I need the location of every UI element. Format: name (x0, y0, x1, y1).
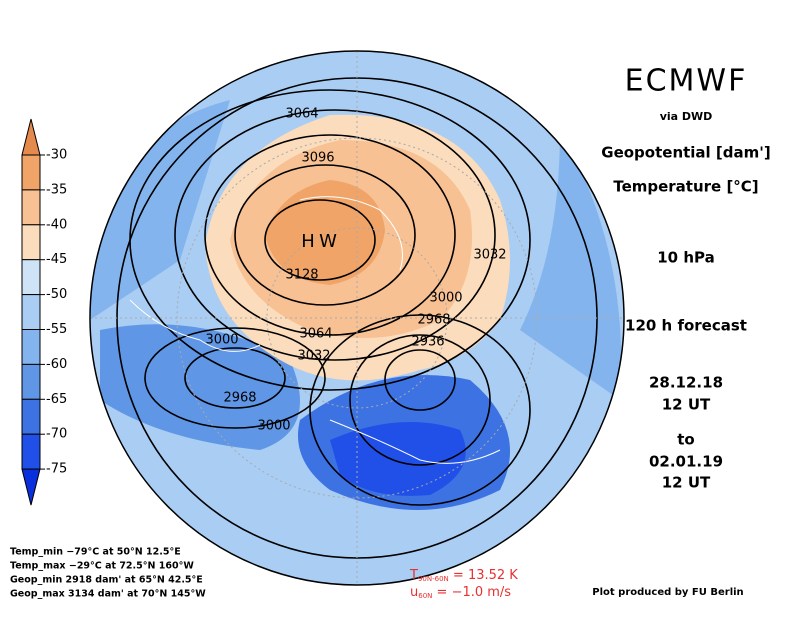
contour-label: 3000 (257, 419, 290, 434)
colorbar-bin (21, 329, 41, 365)
time: 12 UT (662, 396, 711, 414)
colorbar-label: -35 (46, 182, 67, 197)
colorbar-bin (21, 294, 41, 331)
colorbar-cap (21, 118, 41, 156)
colorbar-bin (21, 224, 41, 261)
stat-line: Temp_min −79°C at 50°N 12.5°E (10, 547, 181, 558)
time: 12 UT (662, 474, 711, 492)
temp-field (90, 100, 230, 320)
subscript: 60N (418, 592, 432, 600)
colorbar-label: -65 (46, 392, 67, 407)
source: via DWD (660, 110, 713, 123)
coastlines (129, 196, 501, 464)
index-line: u60N = −1.0 m/s (410, 585, 511, 601)
stat-line: Temp_max −29°C at 72.5°N 160°W (10, 561, 194, 572)
globe-outline (89, 50, 625, 586)
index-value: = 13.52 K (449, 568, 519, 583)
symbol: T (409, 568, 418, 583)
colorbar-label: -30 (46, 148, 67, 163)
to: to (677, 431, 694, 449)
contour-label: 3096 (301, 151, 334, 166)
colorbar-label: -60 (46, 357, 67, 372)
colorbar-label: -40 (46, 217, 67, 232)
colorbar-bin (21, 398, 41, 435)
contour-label: 2968 (223, 391, 256, 406)
warm-marker: W (319, 231, 337, 252)
colorbar-label: -75 (46, 462, 67, 477)
date: 28.12.18 (649, 374, 723, 392)
map (90, 51, 624, 585)
field-name: Temperature [°C] (613, 178, 758, 196)
stat-line: Geop_min 2918 dam' at 65°N 42.5°E (10, 575, 203, 586)
credit: Plot produced by FU Berlin (592, 587, 743, 598)
contour-label: 3064 (285, 107, 318, 122)
stat-line: Geop_max 3134 dam' at 70°N 145°W (10, 589, 206, 600)
colorbar-label: -50 (46, 287, 67, 302)
index-value: = −1.0 m/s (432, 585, 511, 600)
symbol: u (410, 585, 418, 600)
index-line: T90N-60N = 13.52 K (409, 568, 518, 584)
date: 02.01.19 (649, 453, 723, 471)
contour-label: 3064 (299, 327, 332, 342)
colorbar-bin (21, 363, 41, 400)
temp-field (265, 180, 385, 285)
high-marker: H (301, 231, 315, 252)
colorbar-cap (21, 468, 41, 506)
colorbar-bin (21, 433, 41, 470)
title: ECMWF (625, 64, 748, 99)
level: 10 hPa (657, 249, 715, 267)
contour-label: 3128 (285, 268, 318, 283)
contour-label: 2936 (411, 335, 444, 350)
temp-field (100, 324, 300, 450)
contour-label: 2968 (417, 313, 450, 328)
contour-label: 3032 (297, 349, 330, 364)
temp-field (330, 422, 466, 496)
graticule (90, 51, 624, 585)
colorbar-bin (21, 189, 41, 226)
contour-label: 3032 (473, 248, 506, 263)
contour-label: 3000 (429, 291, 462, 306)
colorbar-label: -45 (46, 252, 67, 267)
subscript: 90N-60N (418, 575, 449, 583)
colorbar-bin (21, 259, 41, 296)
contour-label: 3000 (205, 333, 238, 348)
colorbar-label: -70 (46, 427, 67, 442)
field-name: Geopotential [dam'] (601, 144, 770, 162)
contour-labels: 3064 3096 3128 3032 3000 2968 2936 3064 … (205, 107, 506, 434)
colorbar-label: -55 (46, 322, 67, 337)
colorbar-bin (21, 154, 41, 191)
colorbar: -30 -35 -40 -45 -50 -55 -60 -65 -70 -75 (21, 118, 67, 506)
forecast: 120 h forecast (625, 317, 747, 335)
